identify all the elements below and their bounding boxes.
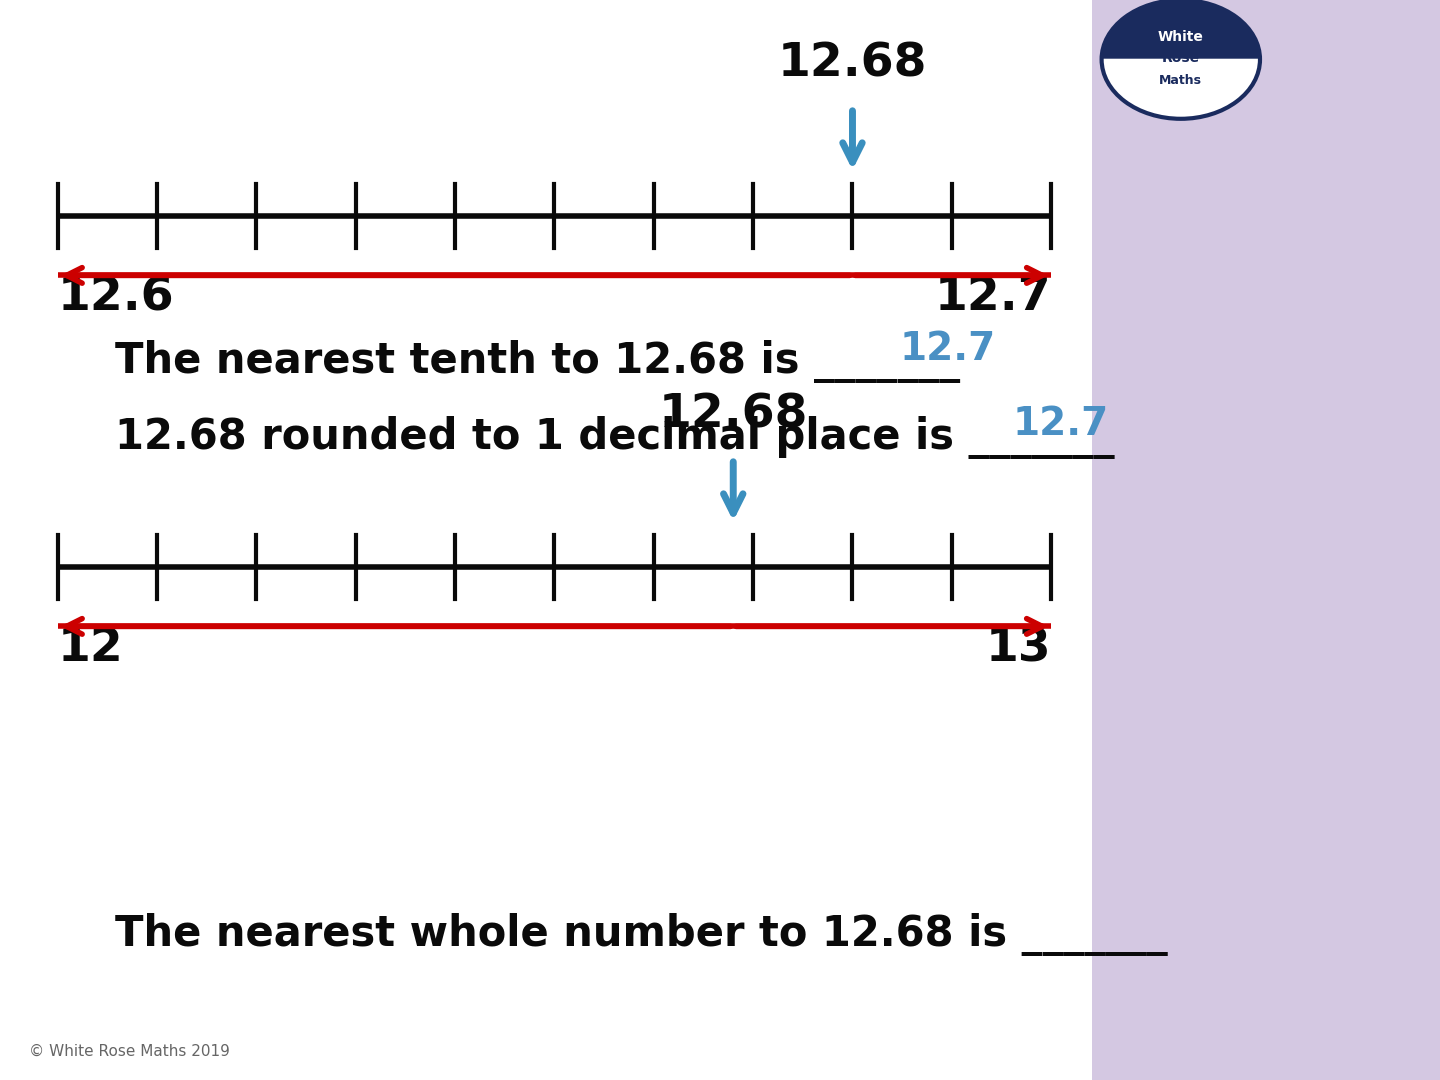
Text: 12.68 rounded to 1 decimal place is _______: 12.68 rounded to 1 decimal place is ____… bbox=[115, 416, 1115, 459]
Text: 12.6: 12.6 bbox=[58, 275, 174, 321]
Bar bbox=[1092, 0, 1440, 1080]
Text: 12.7: 12.7 bbox=[900, 329, 996, 368]
Text: 12.7: 12.7 bbox=[935, 275, 1051, 321]
Text: White: White bbox=[1158, 30, 1204, 44]
Text: 13: 13 bbox=[985, 626, 1051, 672]
Text: 12: 12 bbox=[58, 626, 124, 672]
Wedge shape bbox=[1102, 59, 1260, 119]
Text: Rose: Rose bbox=[1162, 51, 1200, 65]
Text: 12.68: 12.68 bbox=[658, 392, 808, 437]
Text: The nearest tenth to 12.68 is _______: The nearest tenth to 12.68 is _______ bbox=[115, 340, 960, 383]
Circle shape bbox=[1102, 0, 1260, 119]
Text: © White Rose Maths 2019: © White Rose Maths 2019 bbox=[29, 1043, 229, 1058]
Text: 12.7: 12.7 bbox=[1012, 405, 1109, 444]
Text: Maths: Maths bbox=[1159, 73, 1202, 86]
Text: 12.68: 12.68 bbox=[778, 41, 927, 86]
Text: The nearest whole number to 12.68 is _______: The nearest whole number to 12.68 is ___… bbox=[115, 913, 1168, 956]
